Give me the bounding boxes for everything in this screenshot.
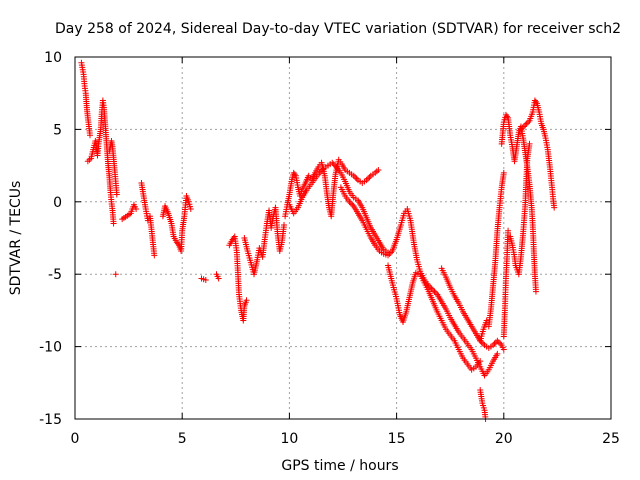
data-point — [497, 340, 504, 347]
y-tick-label: -15 — [39, 412, 62, 428]
data-point — [477, 358, 484, 365]
y-tick-label: 10 — [44, 50, 62, 66]
y-tick-label: 0 — [53, 195, 62, 211]
data-point — [386, 250, 393, 257]
data-point — [291, 171, 298, 178]
x-tick-label: 10 — [280, 431, 298, 447]
data-point — [517, 126, 524, 133]
x-tick-label: 20 — [495, 431, 513, 447]
data-point — [243, 297, 250, 304]
data-point — [385, 252, 392, 259]
data-point — [483, 317, 490, 324]
data-point — [332, 162, 339, 169]
data-point — [491, 340, 498, 347]
data-point — [504, 113, 511, 120]
plot-frame — [74, 56, 612, 420]
data-point — [500, 169, 507, 176]
data-point — [526, 140, 533, 147]
data-point — [519, 124, 526, 131]
data-points — [78, 59, 558, 422]
data-point — [532, 288, 539, 295]
data-point — [350, 172, 357, 179]
data-point — [375, 166, 382, 173]
x-tick-label: 0 — [71, 431, 80, 447]
data-point — [494, 337, 501, 344]
chart-title: Day 258 of 2024, Sidereal Day-to-day VTE… — [55, 21, 621, 37]
y-axis-label: SDTVAR / TECUs — [8, 181, 24, 296]
data-point — [520, 123, 527, 130]
data-point — [523, 120, 530, 127]
data-point — [202, 276, 209, 283]
data-point — [87, 132, 94, 139]
data-point — [494, 350, 501, 357]
x-axis-label: GPS time / hours — [281, 458, 398, 474]
data-point — [431, 288, 438, 295]
data-point — [430, 287, 437, 294]
data-point — [365, 175, 372, 182]
data-point — [230, 235, 237, 241]
data-point — [352, 174, 359, 181]
data-point — [480, 340, 487, 347]
data-point — [432, 290, 439, 297]
data-point — [319, 166, 326, 173]
data-point — [505, 227, 512, 234]
data-point — [500, 346, 507, 353]
data-point — [353, 175, 360, 182]
data-point — [330, 161, 337, 168]
y-tick-label: -10 — [39, 340, 62, 356]
data-point — [187, 206, 194, 213]
data-point — [346, 198, 353, 205]
data-point — [363, 177, 370, 184]
data-point — [349, 201, 356, 208]
data-point — [317, 168, 324, 175]
data-point — [215, 275, 222, 282]
data-point — [428, 285, 435, 292]
data-point — [112, 271, 119, 278]
data-point — [110, 220, 117, 227]
data-point — [532, 98, 539, 105]
data-point — [551, 204, 558, 211]
x-tick-label: 5 — [178, 431, 187, 447]
data-point — [387, 249, 394, 256]
data-point — [366, 174, 373, 181]
data-point — [113, 191, 120, 198]
data-point — [525, 119, 532, 126]
data-point — [347, 200, 354, 207]
data-point — [490, 342, 497, 349]
data-point — [281, 221, 288, 228]
data-point — [151, 252, 158, 259]
y-tick-label: -5 — [48, 267, 62, 283]
tick-labels: 0 5 10 15 20 25 -15 -10 -5 0 5 10 — [39, 50, 620, 447]
data-point — [316, 169, 323, 176]
data-point — [478, 339, 485, 346]
data-point — [133, 206, 140, 213]
x-tick-label: 15 — [388, 431, 406, 447]
data-point — [329, 159, 336, 166]
x-tick-label: 25 — [602, 431, 620, 447]
data-point — [522, 122, 529, 129]
data-point — [495, 339, 502, 346]
y-tick-label: 5 — [53, 122, 62, 138]
